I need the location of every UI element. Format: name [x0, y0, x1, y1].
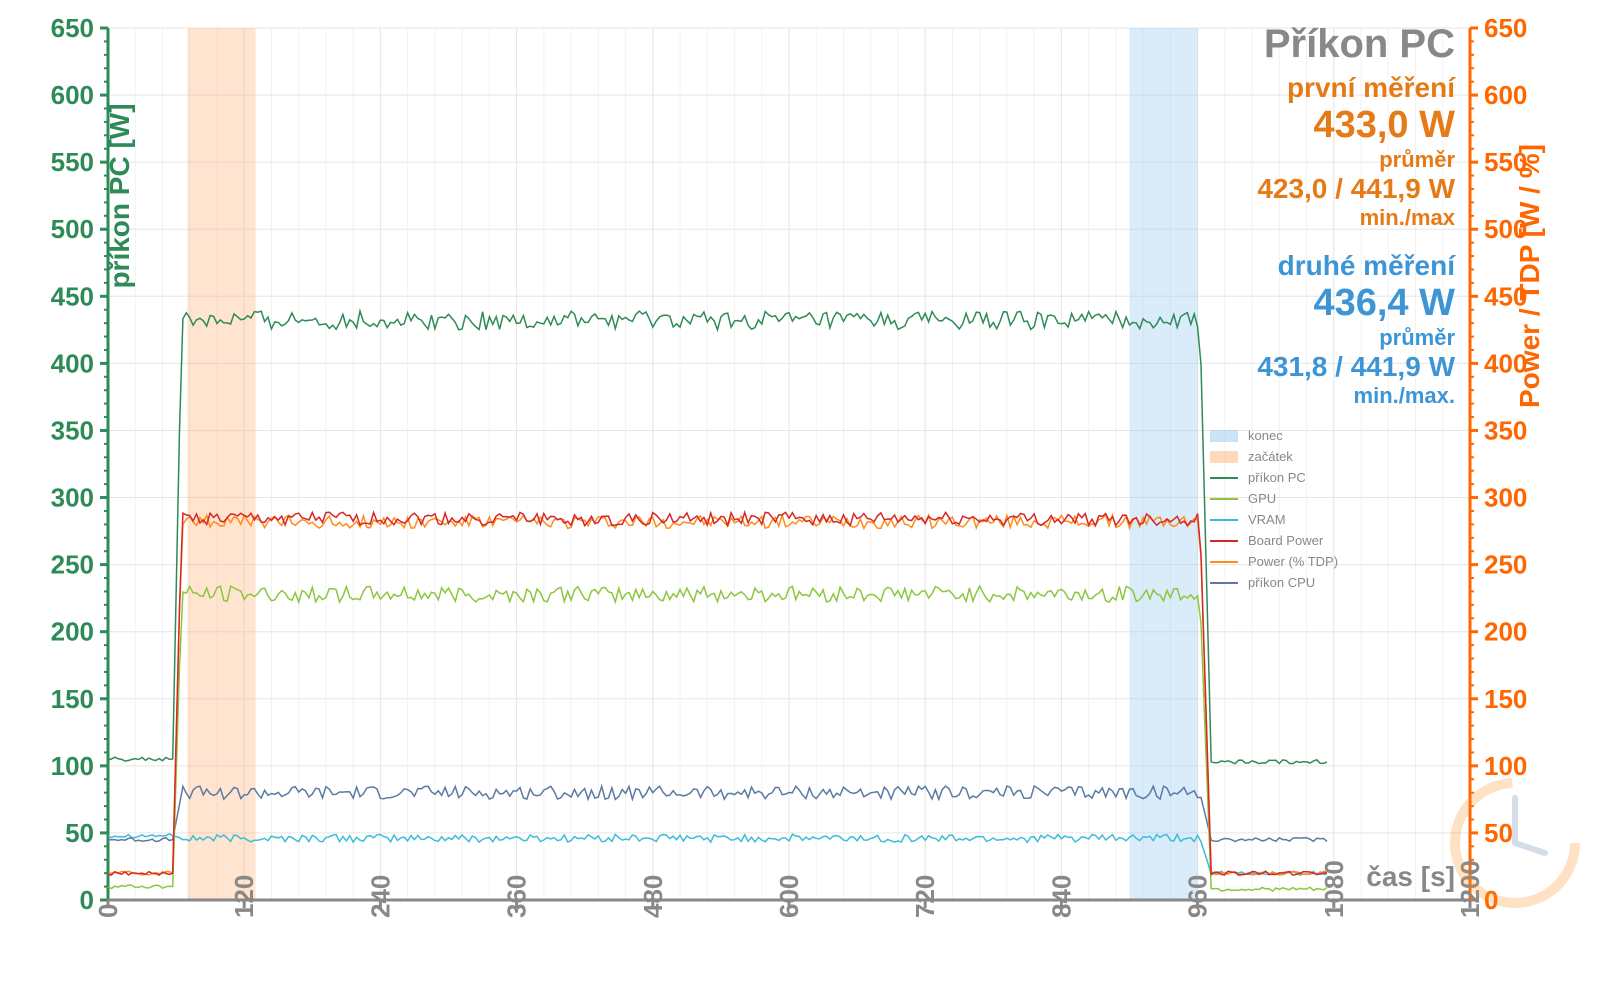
legend-item: Board Power — [1210, 533, 1338, 548]
legend-item: začátek — [1210, 449, 1338, 464]
legend-swatch — [1210, 498, 1238, 500]
legend-label: VRAM — [1248, 512, 1286, 527]
legend-swatch — [1210, 477, 1238, 479]
svg-text:480: 480 — [638, 875, 668, 918]
measurement-2-minmax-label: min./max. — [1257, 383, 1455, 409]
measurement-1-sub: průměr — [1257, 147, 1455, 173]
legend-label: začátek — [1248, 449, 1293, 464]
legend-swatch — [1210, 430, 1238, 442]
svg-text:150: 150 — [51, 684, 94, 714]
legend-label: Power (% TDP) — [1248, 554, 1338, 569]
legend-swatch — [1210, 451, 1238, 463]
svg-text:50: 50 — [65, 818, 94, 848]
svg-text:650: 650 — [51, 13, 94, 43]
legend-item: Power (% TDP) — [1210, 554, 1338, 569]
svg-text:150: 150 — [1484, 684, 1527, 714]
svg-text:840: 840 — [1046, 875, 1076, 918]
svg-text:240: 240 — [365, 875, 395, 918]
legend-item: konec — [1210, 428, 1338, 443]
measurement-2-sub: průměr — [1257, 325, 1455, 351]
chart-title: Příkon PC — [1264, 22, 1455, 67]
measurement-2-minmax: 431,8 / 441,9 W — [1257, 351, 1455, 383]
legend-label: konec — [1248, 428, 1283, 443]
svg-text:450: 450 — [51, 281, 94, 311]
svg-text:650: 650 — [1484, 13, 1527, 43]
svg-text:350: 350 — [51, 415, 94, 445]
legend-item: GPU — [1210, 491, 1338, 506]
legend-label: příkon CPU — [1248, 575, 1315, 590]
legend-item: příkon PC — [1210, 470, 1338, 485]
measurement-1-minmax: 423,0 / 441,9 W — [1257, 173, 1455, 205]
legend-item: VRAM — [1210, 512, 1338, 527]
svg-text:200: 200 — [51, 617, 94, 647]
legend-label: GPU — [1248, 491, 1276, 506]
svg-text:250: 250 — [51, 550, 94, 580]
svg-text:600: 600 — [774, 875, 804, 918]
measurement-1-minmax-label: min./max — [1257, 205, 1455, 231]
watermark: pctuning — [1430, 758, 1600, 928]
svg-text:300: 300 — [51, 483, 94, 513]
svg-text:360: 360 — [502, 875, 532, 918]
measurement-1-value: 433,0 W — [1257, 104, 1455, 147]
legend-swatch — [1210, 561, 1238, 563]
measurement-1-block: první měření 433,0 W průměr 423,0 / 441,… — [1257, 72, 1455, 231]
chart-legend: konec začátek příkon PC GPU VRAM Board Power P… — [1210, 428, 1338, 596]
svg-text:0: 0 — [80, 885, 94, 915]
legend-label: Board Power — [1248, 533, 1323, 548]
svg-text:550: 550 — [51, 147, 94, 177]
legend-label: příkon PC — [1248, 470, 1306, 485]
legend-item: příkon CPU — [1210, 575, 1338, 590]
legend-swatch — [1210, 582, 1238, 584]
measurement-2-label: druhé měření — [1257, 250, 1455, 282]
y-axis-right-label: Power / TDP [W / %] — [1514, 106, 1546, 446]
svg-text:400: 400 — [51, 348, 94, 378]
svg-text:100: 100 — [51, 751, 94, 781]
svg-text:960: 960 — [1183, 875, 1213, 918]
measurement-2-value: 436,4 W — [1257, 282, 1455, 325]
svg-text:120: 120 — [229, 875, 259, 918]
svg-text:300: 300 — [1484, 483, 1527, 513]
svg-text:0: 0 — [93, 904, 123, 918]
svg-text:200: 200 — [1484, 617, 1527, 647]
measurement-1-label: první měření — [1257, 72, 1455, 104]
svg-text:500: 500 — [51, 214, 94, 244]
legend-swatch — [1210, 519, 1238, 521]
svg-text:250: 250 — [1484, 550, 1527, 580]
legend-swatch — [1210, 540, 1238, 542]
measurement-2-block: druhé měření 436,4 W průměr 431,8 / 441,… — [1257, 250, 1455, 409]
y-axis-left-label: příkon PC [W] — [104, 56, 136, 336]
svg-text:720: 720 — [910, 875, 940, 918]
svg-text:600: 600 — [51, 80, 94, 110]
